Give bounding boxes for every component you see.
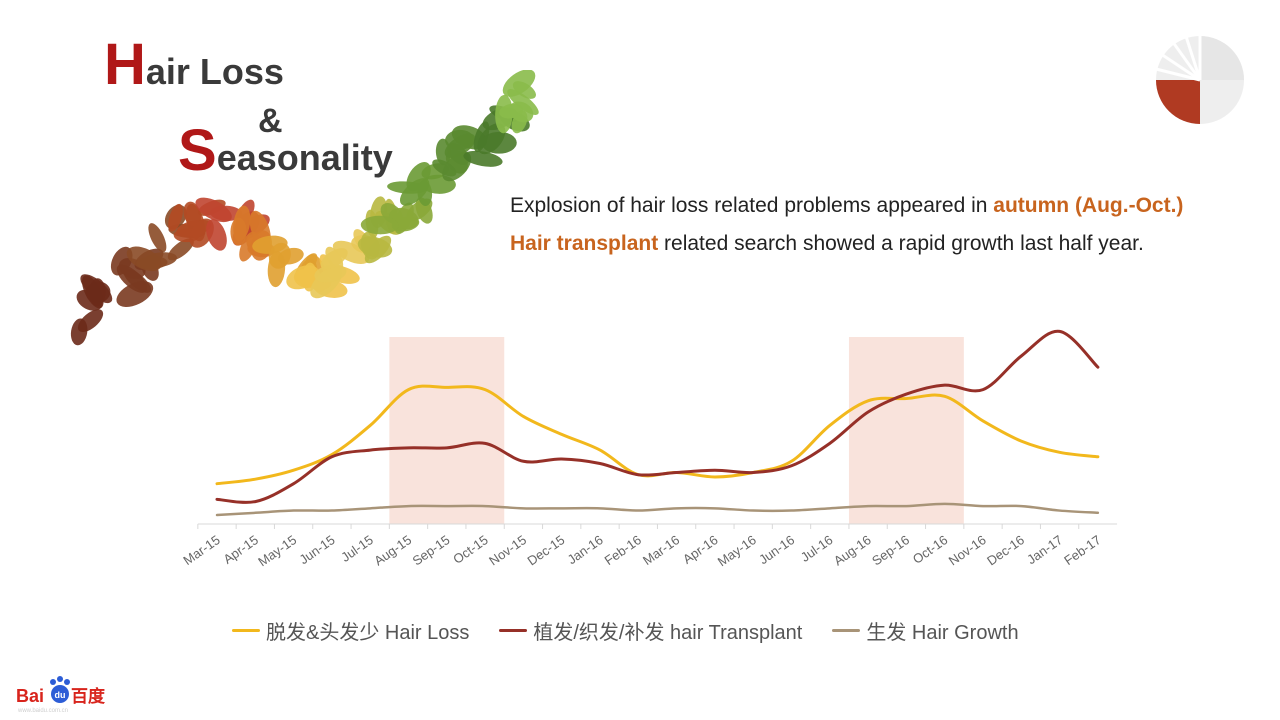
svg-text:Bai: Bai — [16, 686, 44, 706]
leaf-shape — [126, 246, 162, 272]
x-tick-label: Dec-15 — [524, 532, 567, 568]
x-tick-label: Apr-16 — [680, 532, 721, 567]
x-tick-label: Nov-15 — [486, 532, 529, 568]
legend-swatch-hair-transplant — [499, 629, 528, 632]
svg-text:百度: 百度 — [71, 686, 106, 707]
x-tick-label: Nov-16 — [946, 532, 989, 568]
legend-item-hair-growth: 生发 Hair Growth — [832, 616, 1019, 645]
pie-chart-icon — [1151, 28, 1244, 124]
legend-swatch-hair-loss — [232, 629, 260, 632]
highlight-band-1 — [389, 337, 505, 524]
baidu-logo-latin: Bai — [16, 686, 44, 706]
leaf-shape — [320, 248, 348, 270]
leaf-shape — [332, 240, 370, 265]
leaf-shape — [463, 150, 503, 167]
legend-label-hair-transplant: 植发/织发/补发 hair Transplant — [533, 622, 803, 644]
series-line-hair-transplant — [215, 329, 1100, 504]
x-tick-label: Feb-17 — [1061, 532, 1103, 568]
series-line-hair-loss — [215, 384, 1100, 486]
leaf-shape — [70, 318, 88, 346]
title-line-1: Hair Loss — [104, 36, 284, 94]
autumn-leaves-illustration — [70, 70, 539, 346]
x-tick-label: Apr-15 — [220, 532, 261, 567]
x-tick-label: Jan-17 — [1024, 532, 1065, 567]
svg-text:www.baidu.com.cn: www.baidu.com.cn — [17, 708, 68, 714]
leaf-shape — [435, 138, 451, 166]
title-rest-2: easonality — [216, 137, 393, 178]
headline-2-text: related search showed a rapid growth las… — [658, 232, 1144, 255]
leaf-shape — [233, 205, 251, 242]
x-tick-label: Dec-16 — [984, 532, 1027, 568]
headline-line-1: Explosion of hair loss related problems … — [510, 194, 1183, 218]
x-tick-label: Jul-15 — [338, 532, 376, 565]
headline-2-highlight: Hair transplant — [510, 232, 659, 255]
title-cap-h: H — [104, 32, 146, 97]
x-tick-label: Mar-15 — [180, 532, 222, 568]
x-tick-label: May-16 — [715, 532, 759, 569]
svg-text:du: du — [55, 690, 66, 700]
legend-label-hair-loss: 脱发&头发少 Hair Loss — [266, 622, 470, 644]
leaf-shape — [357, 236, 393, 258]
x-tick-label: Feb-16 — [602, 532, 644, 568]
headline-1-text: Explosion of hair loss related problems … — [510, 194, 994, 217]
title-rest-1: air Loss — [145, 51, 284, 92]
leaf-shape — [286, 265, 320, 290]
leaf-shape — [116, 281, 154, 307]
x-tick-label: Aug-16 — [831, 532, 874, 568]
leaf-shape — [167, 238, 194, 261]
legend-label-hair-growth: 生发 Hair Growth — [866, 622, 1019, 644]
leaf-shape — [447, 143, 470, 165]
headline-line-2: Hair transplant related search showed a … — [510, 232, 1144, 256]
leaf-shape — [512, 81, 536, 99]
legend-item-hair-transplant: 植发/织发/补发 hair Transplant — [499, 616, 802, 645]
baidu-logo-url: www.baidu.com.cn — [17, 708, 68, 714]
x-tick-label: Jan-16 — [565, 532, 606, 567]
series-line-hair-growth — [215, 502, 1100, 517]
headline-1-highlight: autumn (Aug.-Oct.) — [993, 194, 1184, 217]
x-tick-label: Jun-15 — [296, 532, 337, 567]
leaf-shape — [206, 219, 227, 251]
leaf-shape — [210, 205, 243, 221]
title-ampersand: & — [258, 102, 283, 140]
x-tick-label: May-15 — [255, 532, 299, 569]
leaf-shape — [481, 131, 517, 154]
x-tick-label: Sep-16 — [869, 532, 912, 568]
baidu-logo: Bai du 百度 www.baidu.com.cn — [16, 676, 106, 714]
leaf-shape — [432, 159, 457, 177]
leaf-shape — [399, 178, 430, 206]
x-tick-label: Oct-16 — [910, 532, 951, 567]
highlight-band-2 — [848, 337, 964, 524]
legend-swatch-hair-growth — [832, 629, 861, 632]
x-tick-label: Mar-16 — [640, 532, 682, 568]
x-tick-label: Jul-16 — [798, 532, 836, 565]
title-cap-s: S — [178, 118, 217, 183]
legend-item-hair-loss: 脱发&头发少 Hair Loss — [232, 616, 469, 645]
leaf-shape — [82, 275, 104, 309]
leaf-shape — [360, 215, 399, 235]
x-tick-label: Jun-16 — [756, 532, 797, 567]
leaf-shape — [277, 247, 304, 265]
leaf-shape — [239, 231, 258, 262]
baidu-logo-cn: 百度 — [71, 686, 106, 707]
chart-legend: 脱发&头发少 Hair Loss 植发/织发/补发 hair Transplan… — [232, 616, 1049, 645]
title-line-2: Seasonality — [178, 122, 393, 180]
leaf-shape — [148, 223, 167, 253]
baidu-logo-du: du — [55, 690, 66, 700]
x-tick-label: Sep-15 — [410, 532, 453, 568]
x-tick-label: Oct-15 — [450, 532, 491, 567]
x-tick-label: Aug-15 — [371, 532, 414, 568]
leaf-shape — [168, 203, 183, 232]
leaf-shape — [499, 103, 523, 119]
